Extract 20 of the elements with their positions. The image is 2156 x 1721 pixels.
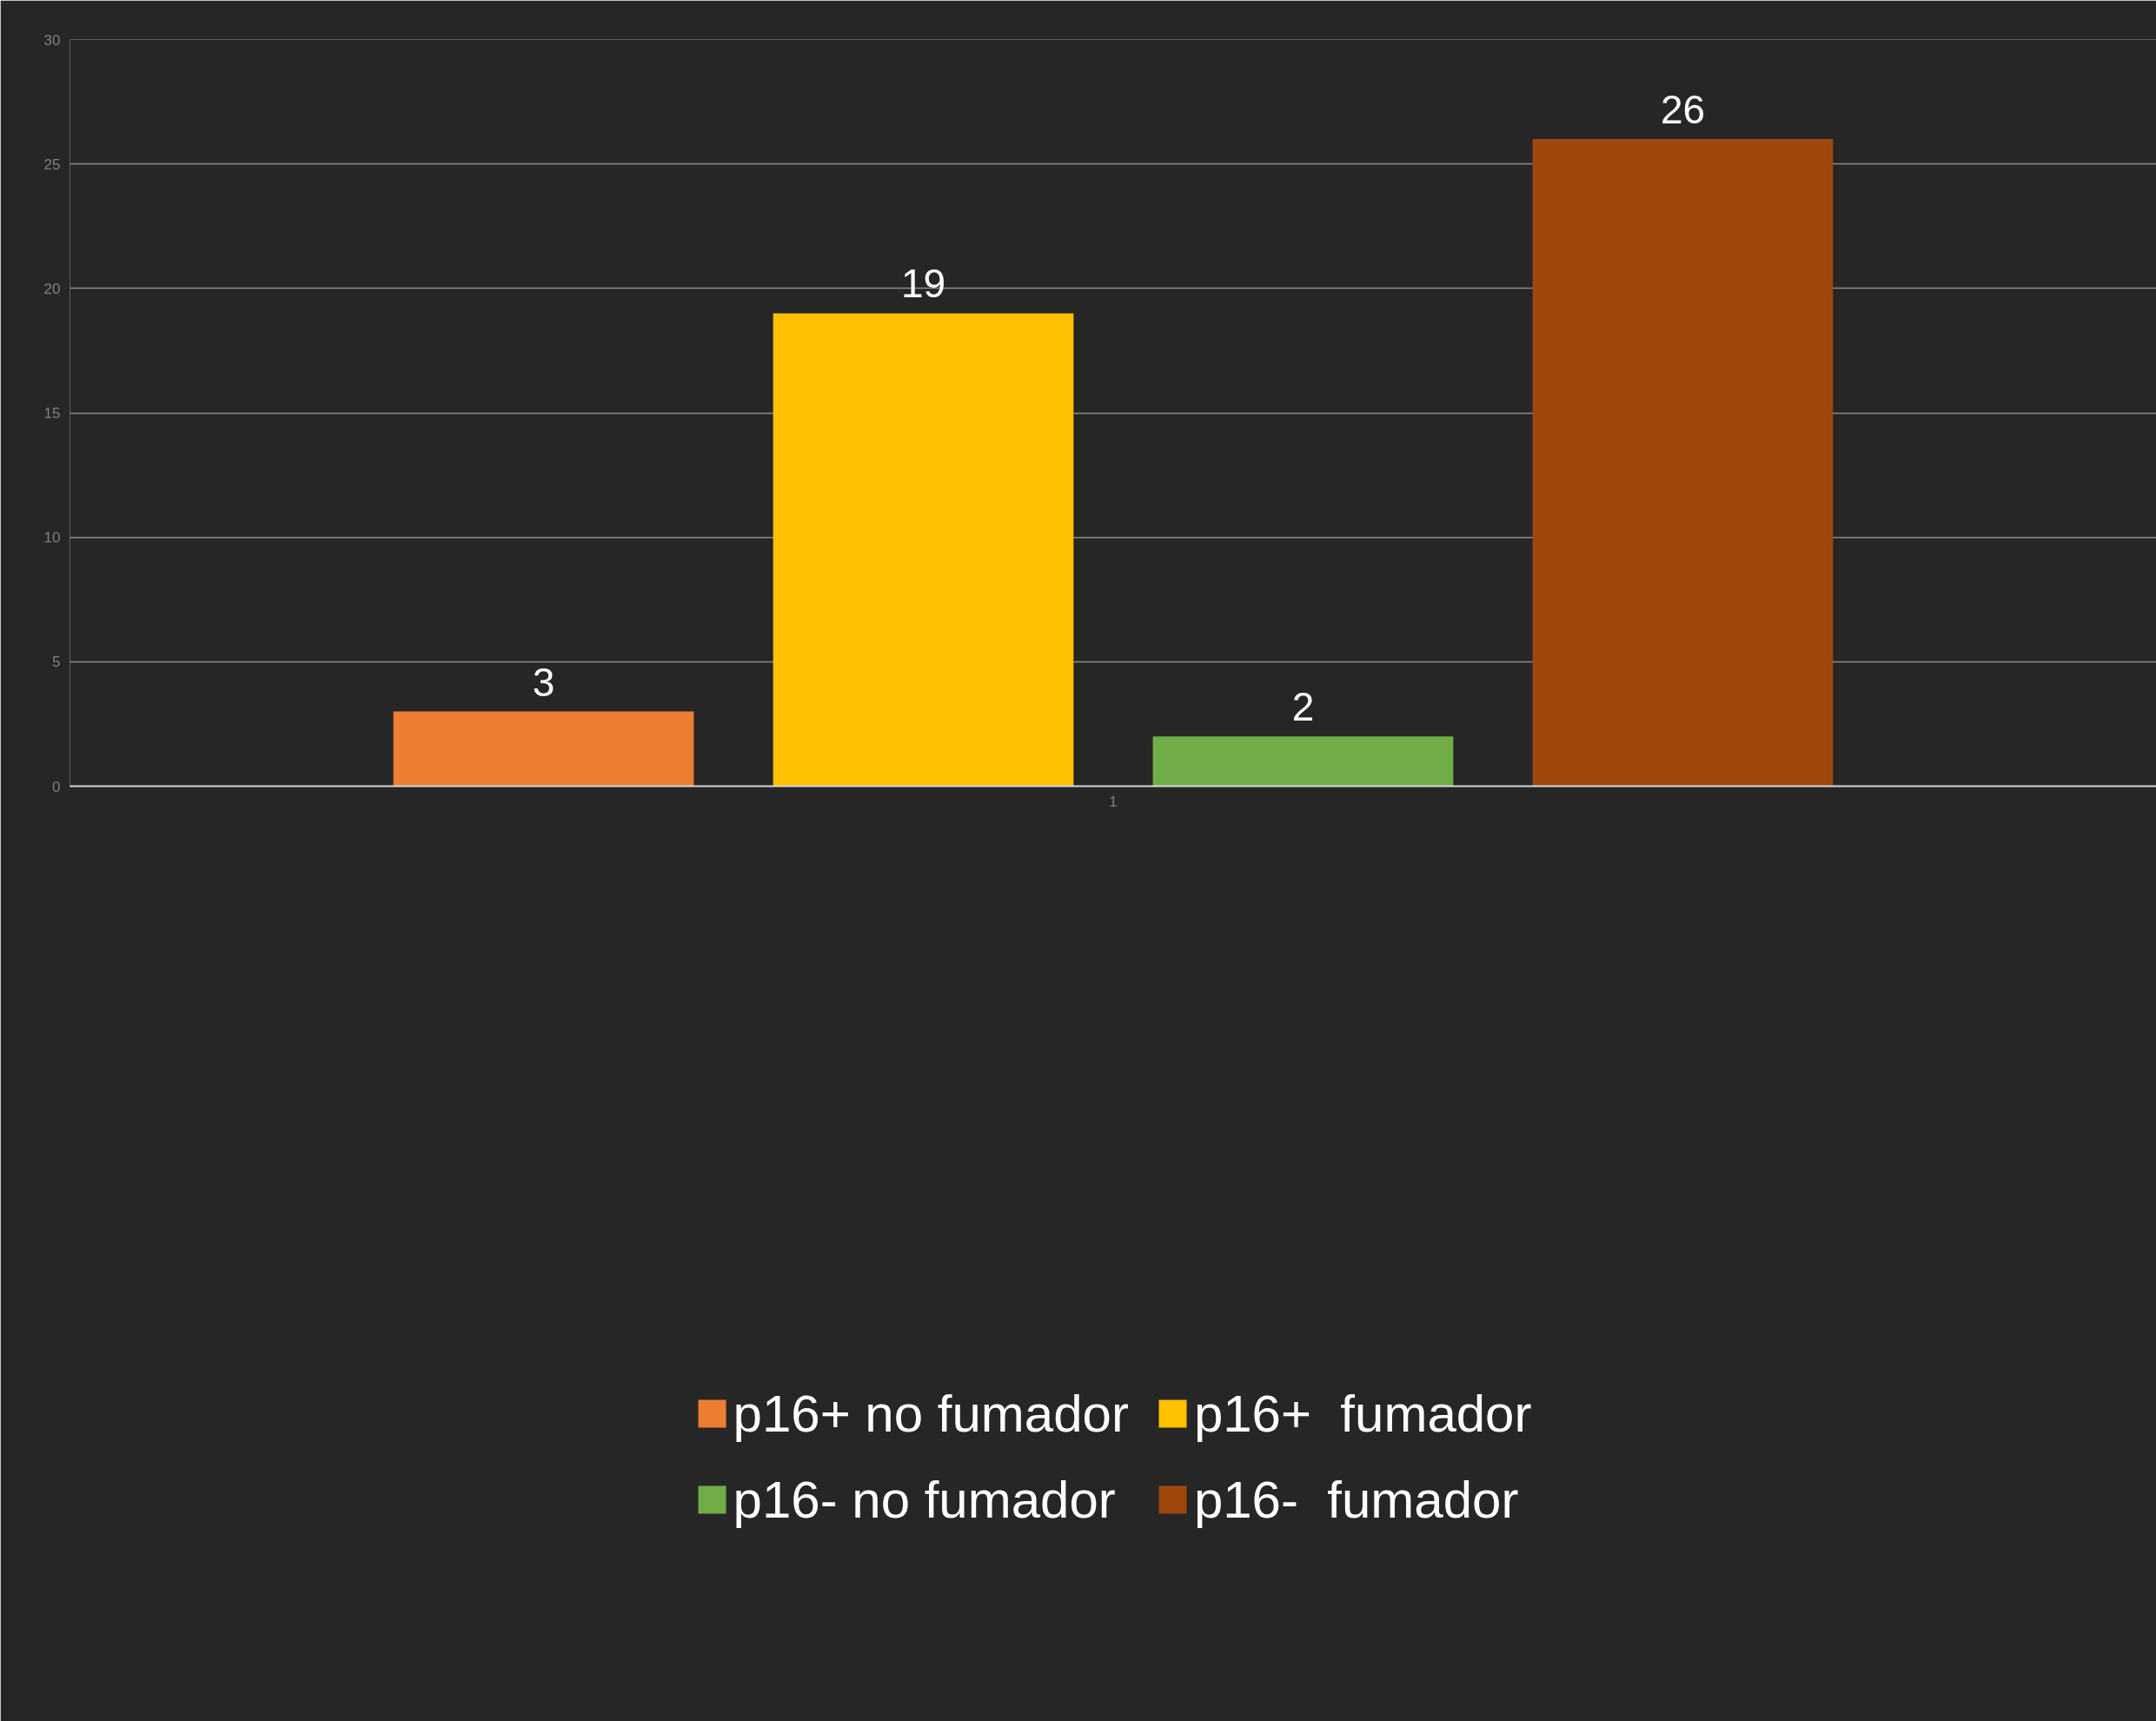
y-tick-label: 5 [52, 654, 61, 671]
legend-label: p16- no fumador [733, 1469, 1116, 1530]
data-label: 2 [1291, 684, 1315, 730]
bar [1152, 736, 1454, 787]
bar [773, 313, 1074, 787]
bar [393, 711, 694, 787]
y-tick-label: 10 [43, 529, 61, 547]
data-label: 26 [1660, 87, 1706, 133]
y-tick-label: 20 [43, 280, 61, 297]
bar [1532, 139, 1834, 787]
y-tick-label: 30 [43, 31, 61, 49]
x-tick-label: 1 [1109, 793, 1118, 810]
legend-label: p16- fumador [1193, 1469, 1519, 1530]
data-label: 3 [532, 659, 555, 705]
y-tick-label: 15 [43, 405, 61, 422]
y-tick-label: 25 [43, 156, 61, 173]
y-tick-label: 0 [52, 778, 61, 795]
legend-label: p16+ fumador [1193, 1383, 1532, 1444]
legend-label: p16+ no fumador [733, 1383, 1129, 1444]
data-label: 19 [900, 261, 946, 307]
